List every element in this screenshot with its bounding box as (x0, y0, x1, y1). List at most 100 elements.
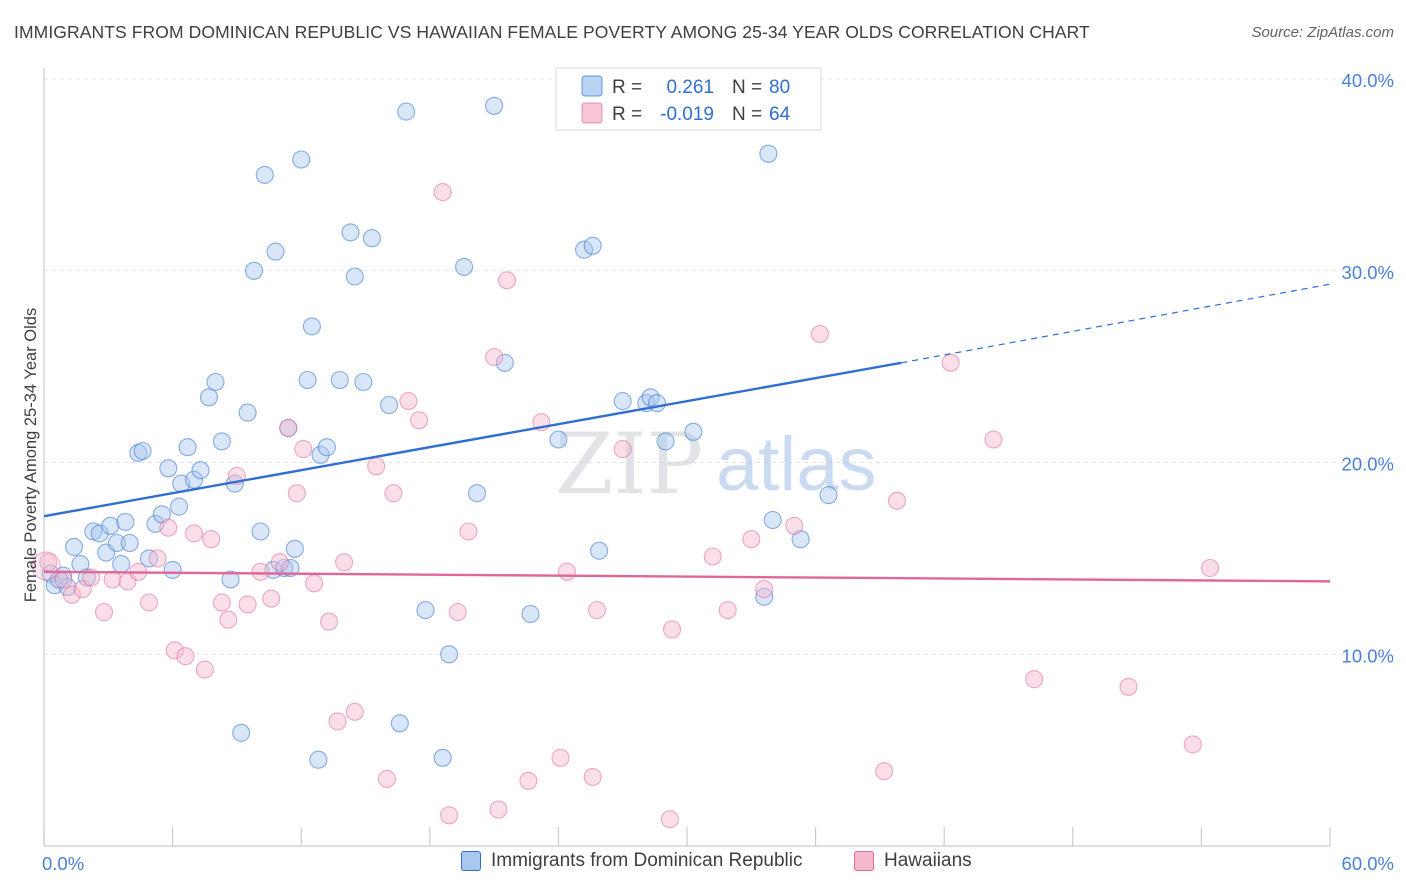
dominican-point-54 (362, 229, 381, 248)
dominican-point-37 (255, 165, 274, 184)
hawaiian-point-11 (159, 518, 178, 537)
dominican-point-66 (549, 430, 568, 449)
hawaiian-point-26 (294, 440, 313, 459)
hawaiian-point-62 (984, 430, 1003, 449)
hawaiian-point-9 (139, 593, 159, 612)
tick-labels: 10.0% 20.0% 30.0% 40.0% 0.0% 60.0% (42, 70, 1394, 874)
hawaiian-point-57 (785, 516, 804, 535)
hawaiian-point-54 (718, 601, 737, 620)
dominican-point-35 (244, 261, 264, 280)
dominican-point-56 (390, 714, 409, 733)
hawaiian-point-2 (62, 585, 81, 604)
stats-n-label-blue: N = (732, 77, 762, 98)
stats-n-value-blue: 80 (769, 77, 790, 98)
stats-r-label-pink: R = (612, 104, 642, 125)
hawaiian-point-15 (195, 660, 214, 679)
dominican-point-75 (684, 422, 703, 441)
dominican-point-70 (613, 392, 632, 411)
legend-swatch-blue (461, 851, 481, 871)
hawaiian-point-61 (941, 353, 960, 372)
hawaiian-point-34 (384, 484, 403, 503)
dominican-point-47 (309, 750, 328, 769)
hawaiian-point-44 (519, 771, 538, 790)
dominican-point-9 (90, 524, 109, 543)
hawaiian-point-42 (489, 800, 508, 819)
hawaiian-point-47 (557, 562, 577, 581)
hawaiian-point-18 (219, 610, 238, 629)
dominican-point-55 (380, 395, 399, 415)
dominican-point-77 (759, 144, 778, 163)
stats-n-label-pink: N = (732, 104, 762, 125)
hawaiian-point-51 (660, 810, 679, 829)
dominican-point-21 (159, 459, 178, 478)
hawaiian-point-29 (328, 712, 347, 731)
dominican-point-27 (191, 461, 210, 480)
y-tick-label-1: 20.0% (1342, 454, 1394, 475)
series-legend: Immigrants from Dominican Republic Hawai… (0, 850, 1406, 880)
hawaiian-point-43 (497, 271, 517, 290)
axes (43, 68, 1331, 847)
dominican-point-59 (433, 748, 452, 767)
hawaiian-point-56 (755, 580, 774, 599)
dominican-point-23 (169, 497, 189, 516)
legend-item-hawaiians[interactable]: Hawaiians (854, 850, 972, 872)
dominican-point-61 (455, 257, 474, 276)
dominican-point-49 (317, 438, 336, 457)
dominican-point-8 (84, 522, 103, 541)
hawaiian-point-5 (94, 603, 114, 622)
hawaiian-point-39 (448, 603, 467, 622)
dominican-point-30 (212, 432, 231, 451)
dominican-point-60 (440, 645, 459, 664)
watermark-zip: ZIP (555, 415, 703, 513)
hawaiian-point-27 (305, 574, 324, 593)
dominican-point-42 (281, 558, 300, 578)
stats-legend-swatch-pink (581, 102, 603, 124)
y-tick-label-3: 40.0% (1342, 70, 1394, 91)
watermark: ZIP atlas (555, 415, 877, 513)
dominican-point-15 (120, 533, 139, 553)
x-tick-label-1: 60.0% (1342, 853, 1394, 874)
dominican-point-12 (107, 533, 126, 553)
hawaiian-point-20 (238, 595, 257, 614)
dominican-point-33 (232, 723, 251, 742)
dominican-point-65 (521, 604, 540, 624)
dominican-point-11 (101, 516, 120, 535)
hawaiian-point-25 (287, 484, 306, 503)
dominican-point-29 (206, 372, 225, 392)
hawaiian-point-17 (212, 593, 231, 612)
hawaiian-point-41 (485, 347, 504, 367)
dominican-point-76 (755, 587, 774, 606)
hawaiian-point-63 (1025, 670, 1044, 689)
hawaiian-point-23 (270, 553, 289, 572)
hawaiian-point-32 (367, 457, 386, 476)
y-tick-label-2: 30.0% (1342, 262, 1394, 283)
hawaiian-point-49 (587, 601, 607, 620)
dominican-point-5 (64, 537, 84, 556)
y-tick-label-0: 10.0% (1342, 645, 1394, 666)
dominican-point-50 (330, 370, 349, 390)
y-axis-label: Female Poverty Among 25-34 Year Olds (22, 308, 40, 602)
dominican-point-44 (292, 150, 311, 169)
dominican-point-52 (345, 267, 364, 286)
stats-n-value-pink: 64 (769, 104, 791, 125)
legend-label-dominican: Immigrants from Dominican Republic (491, 850, 803, 871)
hawaiian-point-65 (1183, 735, 1202, 754)
source-credit: Source: ZipAtlas.com (1251, 24, 1394, 41)
dominican-point-58 (416, 601, 435, 620)
dominican-point-53 (354, 372, 373, 392)
legend-item-dominican[interactable]: Immigrants from Dominican Republic (461, 850, 803, 872)
hawaiian-point-60 (887, 491, 907, 510)
dominican-point-57 (397, 102, 416, 121)
legend-swatch-pink (854, 851, 874, 871)
hawaiian-point-22 (262, 589, 281, 608)
hawaiian-point-13 (176, 647, 195, 666)
hawaiian-point-35 (399, 392, 418, 411)
legend-label-hawaiians: Hawaiians (884, 850, 972, 871)
hawaiian-point-58 (810, 324, 829, 344)
stats-r-label-blue: R = (612, 77, 642, 98)
hawaiian-point-24 (279, 418, 298, 438)
hawaiian-point-59 (875, 762, 894, 781)
dominican-point-43 (285, 539, 304, 558)
dominican-trend-extension (901, 283, 1331, 364)
